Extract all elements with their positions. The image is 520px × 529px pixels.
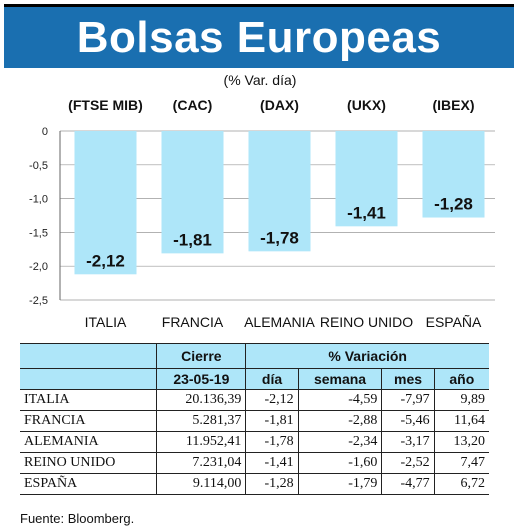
index-label: (FTSE MIB) [68,97,143,113]
row-close: 9.114,00 [156,473,247,495]
chart-subtitle: (% Var. día) [223,72,297,88]
row-week: -4,59 [298,389,383,411]
subheader-year: año [434,368,489,390]
row-year: 9,89 [434,389,489,411]
row-day: -1,41 [245,452,299,474]
row-month: -5,46 [381,410,435,432]
y-tick-label: 0 [42,126,48,138]
y-tick-label: -0,5 [29,160,48,172]
title-banner: Bolsas Europeas [4,4,514,68]
row-month: -4,77 [381,473,435,495]
row-month: -7,97 [381,389,435,411]
row-name: ITALIA [20,389,158,411]
y-tick-label: -2,5 [29,295,48,307]
index-label: (UKX) [347,97,386,113]
table-subheader-row: 23-05-19 día semana mes año [20,368,489,390]
source-note: Fuente: Bloomberg. [20,511,135,526]
y-tick-label: -1,0 [29,194,48,206]
table-row: FRANCIA 5.281,37 -1,81 -2,88 -5,46 11,64 [20,410,489,432]
category-label: FRANCIA [162,314,224,330]
row-week: -1,60 [298,452,383,474]
table-row: ALEMANIA 11.952,41 -1,78 -2,34 -3,17 13,… [20,431,489,453]
index-label: (IBEX) [433,97,475,113]
header-variation: % Variación [245,343,489,369]
table-header-row: Cierre % Variación [20,343,489,369]
row-day: -1,78 [245,431,299,453]
index-label: (DAX) [260,97,299,113]
row-year: 13,20 [434,431,489,453]
bar [161,131,224,254]
index-label: (CAC) [173,97,213,113]
table-row: REINO UNIDO 7.231,04 -1,41 -1,60 -2,52 7… [20,452,489,474]
table-row: ITALIA 20.136,39 -2,12 -4,59 -7,97 9,89 [20,389,489,411]
bar-value-label: -1,78 [260,228,299,247]
row-name: FRANCIA [20,410,158,432]
row-name: ESPAÑA [20,473,158,495]
bar [248,131,311,252]
row-day: -2,12 [245,389,299,411]
row-day: -1,28 [245,473,299,495]
header-empty-cell [20,343,158,369]
bar-value-label: -1,28 [434,195,473,214]
y-tick-label: -1,5 [29,227,48,239]
row-close: 20.136,39 [156,389,247,411]
header-close: Cierre [156,343,247,369]
bar [335,131,398,227]
row-year: 11,64 [434,410,489,432]
category-label: ITALIA [85,314,127,330]
row-year: 6,72 [434,473,489,495]
row-name: ALEMANIA [20,431,158,453]
bar-value-label: -2,12 [86,251,125,270]
y-tick-label: -2,0 [29,261,48,273]
row-week: -2,34 [298,431,383,453]
subheader-month: mes [381,368,435,390]
bar-value-label: -1,41 [347,203,386,222]
row-month: -2,52 [381,452,435,474]
subheader-week: semana [298,368,383,390]
row-week: -2,88 [298,410,383,432]
page-title: Bolsas Europeas [76,12,442,62]
bar-chart: 0 -0,5 -1,0 -1,5 -2,0 -2,5 -2,12 (FTSE MIB) ITAL… [29,97,495,330]
bar [74,131,137,275]
category-label: ESPAÑA [426,314,482,330]
category-label: REINO UNIDO [320,314,413,330]
subheader-empty-cell [20,368,158,390]
bar [422,131,485,218]
row-close: 7.231,04 [156,452,247,474]
bar-value-label: -1,81 [173,230,212,249]
markets-table: Cierre % Variación 23-05-19 día semana m… [20,343,489,495]
row-close: 11.952,41 [156,431,247,453]
row-name: REINO UNIDO [20,452,158,474]
subheader-day: día [245,368,299,390]
row-week: -1,79 [298,473,383,495]
row-month: -3,17 [381,431,435,453]
row-close: 5.281,37 [156,410,247,432]
subheader-date: 23-05-19 [156,368,247,390]
row-day: -1,81 [245,410,299,432]
category-label: ALEMANIA [244,314,315,330]
row-year: 7,47 [434,452,489,474]
table-row: ESPAÑA 9.114,00 -1,28 -1,79 -4,77 6,72 [20,473,489,495]
